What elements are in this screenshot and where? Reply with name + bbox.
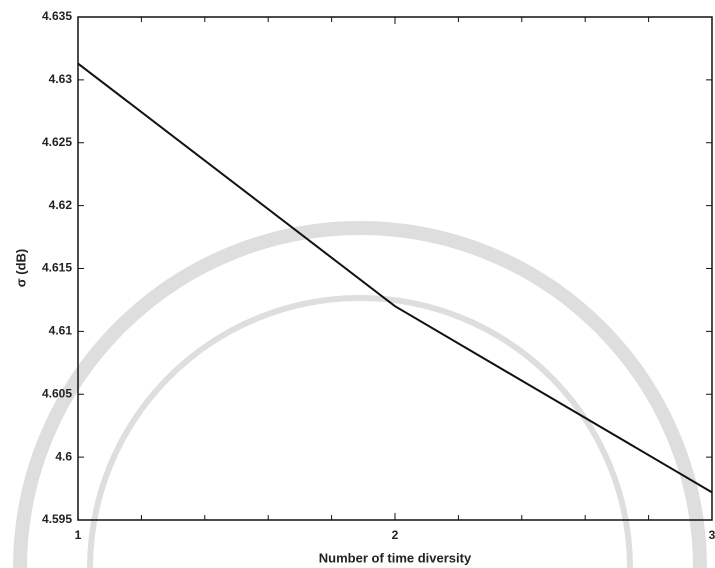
y-tick-label: 4.62 bbox=[49, 198, 73, 212]
y-axis-title: σ (dB) bbox=[13, 249, 28, 288]
y-tick-label: 4.63 bbox=[49, 72, 73, 86]
y-tick-label: 4.635 bbox=[42, 9, 72, 23]
y-tick-label: 4.625 bbox=[42, 135, 72, 149]
x-tick-label: 2 bbox=[392, 528, 399, 542]
y-tick-label: 4.61 bbox=[49, 324, 73, 338]
y-tick-label: 4.595 bbox=[42, 512, 72, 526]
x-tick-label: 1 bbox=[75, 528, 82, 542]
y-tick-label: 4.6 bbox=[55, 449, 72, 463]
watermark bbox=[13, 221, 707, 568]
y-tick-label: 4.615 bbox=[42, 261, 72, 275]
plot-frame bbox=[77, 16, 713, 521]
data-line bbox=[77, 62, 713, 494]
x-tick-label: 3 bbox=[709, 528, 715, 542]
y-tick-label: 4.605 bbox=[42, 386, 72, 400]
x-axis-title: Number of time diversity bbox=[319, 550, 472, 565]
